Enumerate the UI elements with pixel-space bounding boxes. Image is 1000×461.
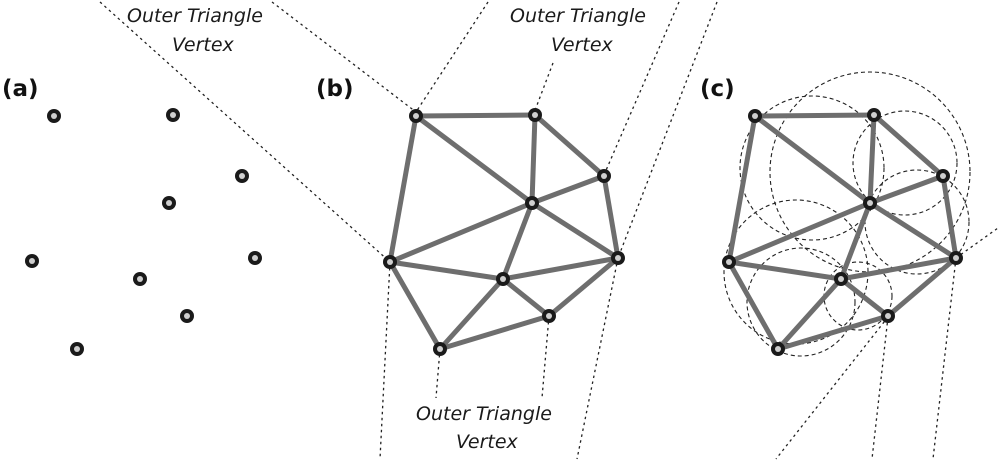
edge bbox=[437, 313, 552, 352]
points-a bbox=[25, 108, 262, 356]
edge bbox=[387, 113, 419, 265]
edge bbox=[867, 200, 959, 261]
point bbox=[248, 251, 262, 265]
edge bbox=[601, 173, 621, 261]
callout-top-right-line2: Vertex bbox=[551, 34, 614, 56]
edge bbox=[775, 276, 844, 352]
point bbox=[949, 251, 963, 265]
edge bbox=[726, 113, 758, 265]
edge bbox=[885, 255, 959, 319]
edge bbox=[726, 200, 873, 265]
circumcircle bbox=[852, 110, 958, 216]
triangulation-c bbox=[726, 112, 959, 352]
ray-c-bottom-1 bbox=[775, 316, 889, 460]
point bbox=[542, 309, 556, 323]
ray-b-top-right bbox=[415, 1, 489, 113]
point bbox=[722, 255, 736, 269]
callout-pointer-bottom-right bbox=[541, 315, 550, 399]
point bbox=[525, 196, 539, 210]
points-c bbox=[722, 108, 963, 356]
point bbox=[936, 169, 950, 183]
edge bbox=[500, 255, 621, 282]
edge bbox=[529, 112, 538, 206]
edge bbox=[387, 259, 443, 352]
callout-pointer-bottom-left bbox=[435, 348, 441, 399]
callout-pointer-top-right bbox=[533, 62, 554, 114]
edge bbox=[726, 259, 781, 352]
callout-bottom-line1: Outer Triangle bbox=[416, 403, 552, 425]
point bbox=[867, 108, 881, 122]
ray-b-right-upper bbox=[603, 1, 680, 176]
triangulation-b bbox=[387, 112, 621, 352]
edge bbox=[500, 276, 552, 319]
callout-bottom-line2: Vertex bbox=[456, 431, 519, 453]
point bbox=[133, 272, 147, 286]
ray-b-left-top bbox=[99, 1, 391, 263]
edge bbox=[387, 259, 506, 282]
circumcircle bbox=[739, 95, 885, 241]
point bbox=[863, 196, 877, 210]
edge bbox=[532, 112, 607, 179]
point bbox=[528, 108, 542, 122]
callout-top-right-line1: Outer Triangle bbox=[510, 5, 646, 27]
point bbox=[166, 108, 180, 122]
points-b bbox=[383, 108, 625, 356]
point bbox=[597, 169, 611, 183]
edge bbox=[726, 259, 844, 282]
point bbox=[834, 272, 848, 286]
point bbox=[383, 255, 397, 269]
edge bbox=[413, 113, 535, 206]
edge bbox=[940, 173, 959, 261]
point bbox=[881, 309, 895, 323]
circumcircle bbox=[746, 247, 856, 357]
point bbox=[162, 196, 176, 210]
ray-b-right-lower bbox=[617, 1, 718, 259]
callout-top-left-line2: Vertex bbox=[172, 34, 235, 56]
point bbox=[611, 251, 625, 265]
point bbox=[409, 109, 423, 123]
edge bbox=[529, 173, 607, 206]
edge bbox=[500, 200, 535, 282]
guide-lines bbox=[99, 1, 999, 460]
edge bbox=[871, 112, 946, 179]
edge bbox=[867, 112, 877, 206]
edge bbox=[529, 200, 621, 261]
ray-b-top-vertex bbox=[271, 1, 417, 113]
point bbox=[47, 109, 61, 123]
point bbox=[235, 169, 249, 183]
edge bbox=[387, 200, 535, 265]
ray-c-bottom-3 bbox=[932, 257, 957, 460]
edge bbox=[867, 173, 946, 206]
point bbox=[748, 109, 762, 123]
point bbox=[180, 309, 194, 323]
edge bbox=[838, 255, 959, 282]
point bbox=[496, 272, 510, 286]
point bbox=[771, 342, 785, 356]
ray-c-right bbox=[955, 227, 999, 259]
ray-b-left-bottom bbox=[379, 261, 391, 460]
edge bbox=[437, 276, 506, 352]
edge bbox=[546, 255, 621, 319]
point bbox=[25, 254, 39, 268]
edge bbox=[752, 112, 877, 119]
point bbox=[433, 342, 447, 356]
panel-label-a: (a) bbox=[2, 76, 39, 102]
point bbox=[70, 342, 84, 356]
panel-label-b: (b) bbox=[316, 76, 354, 102]
ray-c-bottom-2 bbox=[871, 316, 889, 460]
edge bbox=[752, 113, 873, 206]
edge bbox=[413, 112, 538, 119]
edge bbox=[838, 200, 873, 282]
edge bbox=[775, 313, 891, 352]
panel-label-c: (c) bbox=[700, 76, 735, 102]
ray-b-right-bottom bbox=[576, 257, 619, 460]
callout-top-left-line1: Outer Triangle bbox=[127, 5, 263, 27]
edge bbox=[838, 276, 891, 319]
